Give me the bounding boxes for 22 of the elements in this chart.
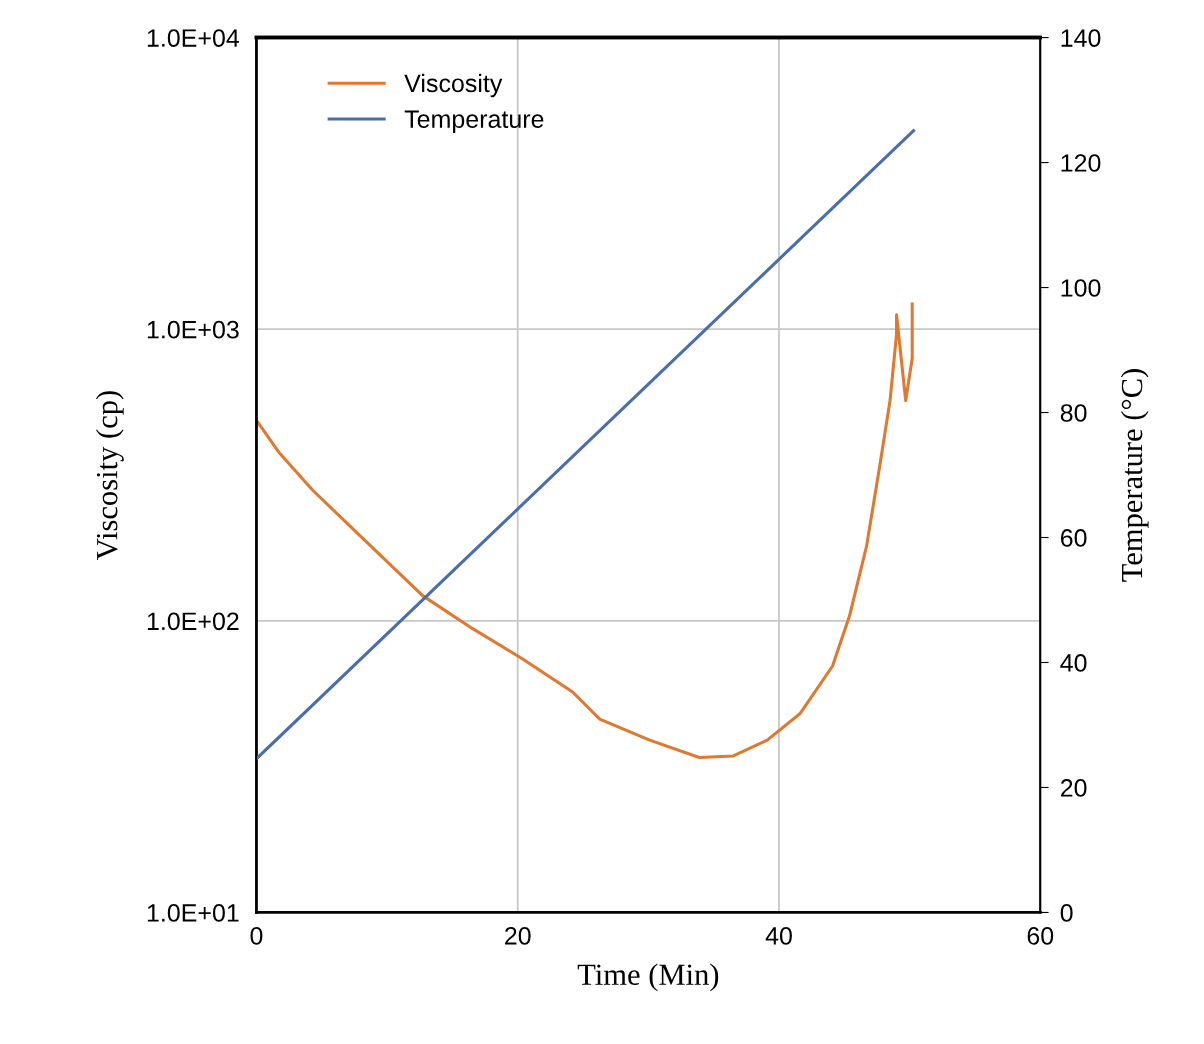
legend-label: Viscosity <box>404 73 503 98</box>
legend-label: Temperature <box>404 110 544 133</box>
line-series <box>256 302 914 759</box>
y2-tick-label: 100 <box>1061 279 1101 297</box>
y-tick-label: 1.0E+02 <box>147 612 239 631</box>
y2-tick-label: 120 <box>1061 154 1101 172</box>
x-tick-label: 40 <box>765 927 792 945</box>
y2-tick-label: 60 <box>1060 529 1087 547</box>
y-tick-label: 1.0E+01 <box>147 904 239 922</box>
y2-tick-label: 140 <box>1061 29 1101 47</box>
x-tick-label: 60 <box>1027 927 1054 945</box>
y-axis-title: Viscosity (cp) <box>95 391 124 560</box>
y2-axis-title: Temperature (°C) <box>1120 369 1149 582</box>
x-tick-label: 20 <box>505 927 531 945</box>
y-tick-label: 1.0E+04 <box>147 29 240 47</box>
x-axis-title: Time (Min) <box>577 963 719 992</box>
x-tick-label: 0 <box>250 927 263 945</box>
y-tick-label: 1.0E+03 <box>147 320 239 339</box>
y2-tick-label: 40 <box>1060 654 1087 672</box>
y2-tick-label: 0 <box>1060 904 1073 922</box>
y2-tick-label: 80 <box>1060 404 1087 422</box>
y2-tick-label: 20 <box>1060 779 1087 797</box>
